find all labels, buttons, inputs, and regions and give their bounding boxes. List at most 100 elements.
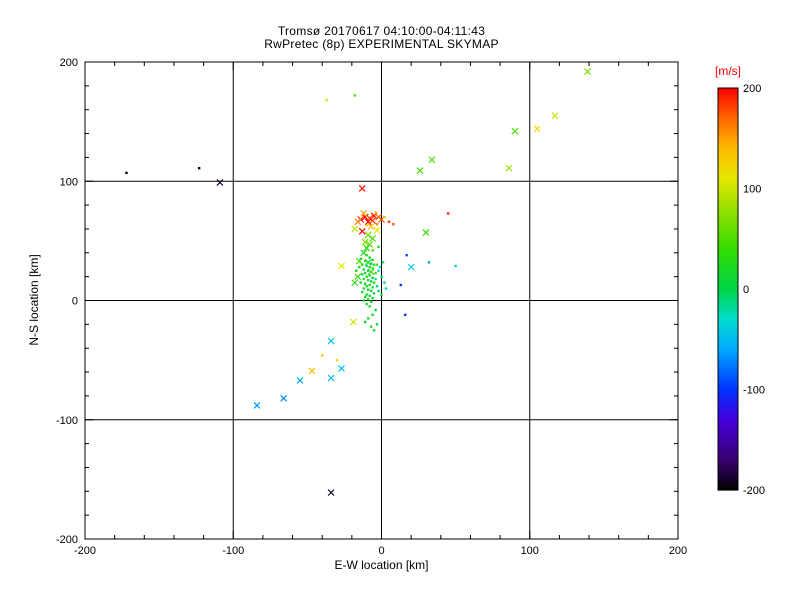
x-tick-label: 100 xyxy=(521,545,539,557)
x-marker xyxy=(428,156,436,164)
dot-marker xyxy=(366,298,370,301)
x-marker xyxy=(363,244,371,252)
x-marker xyxy=(351,279,359,287)
dot-marker xyxy=(372,263,376,266)
gridlines xyxy=(85,62,678,539)
dot-marker xyxy=(372,292,376,295)
dot-marker xyxy=(335,358,339,362)
dot-marker xyxy=(377,269,380,272)
dot-marker xyxy=(361,273,364,276)
dot-marker xyxy=(362,268,365,271)
dot-marker xyxy=(374,211,377,214)
x-marker xyxy=(280,394,288,402)
x-tick-label: -200 xyxy=(74,545,96,557)
dot-marker xyxy=(366,317,370,320)
x-marker xyxy=(367,268,375,276)
dot-marker xyxy=(371,276,374,280)
dot-marker xyxy=(375,323,379,326)
dot-marker xyxy=(362,287,365,290)
colorbar: 200 100 0 -100 -200 xyxy=(717,83,765,497)
x-marker xyxy=(511,127,519,135)
dot-marker xyxy=(380,293,383,296)
dot-marker xyxy=(404,313,407,317)
colorbar-tick-label: 0 xyxy=(743,284,749,296)
dot-marker xyxy=(365,275,368,278)
dot-marker xyxy=(371,286,374,289)
dot-marker xyxy=(383,215,386,219)
tick-labels: -200 -100 0 100 200 -200 -100 0 100 200 xyxy=(56,57,687,557)
x-marker xyxy=(422,229,430,236)
x-marker xyxy=(354,273,362,281)
dot-marker xyxy=(371,258,374,262)
dot-marker xyxy=(375,222,379,226)
dot-marker xyxy=(365,293,368,296)
y-tick-label: 0 xyxy=(72,296,78,308)
x-marker xyxy=(296,376,304,384)
dot-marker xyxy=(368,256,371,259)
dot-marker xyxy=(377,245,380,249)
x-marker xyxy=(369,235,377,242)
x-marker xyxy=(253,402,261,409)
dot-marker xyxy=(365,253,368,257)
dot-marker xyxy=(325,98,328,102)
dot-marker xyxy=(365,224,368,227)
x-marker xyxy=(308,367,316,375)
dot-marker xyxy=(359,257,362,260)
x-marker xyxy=(351,225,359,233)
dot-marker xyxy=(371,249,374,252)
dot-marker xyxy=(362,299,365,302)
x-tick-label: 0 xyxy=(378,545,384,557)
x-marker xyxy=(364,231,372,239)
colorbar-tick-label: 200 xyxy=(743,83,761,95)
dot-marker xyxy=(358,265,361,269)
colorbar-units-label: [m/s] xyxy=(715,64,741,78)
dot-marker xyxy=(361,290,364,294)
dot-marker xyxy=(368,265,371,269)
dot-marker xyxy=(372,281,376,284)
dot-marker xyxy=(454,264,457,268)
dot-marker xyxy=(377,289,380,293)
x-marker xyxy=(216,179,224,186)
x-marker xyxy=(355,257,363,265)
y-tick-label: 100 xyxy=(60,176,78,188)
dot-marker xyxy=(369,262,373,265)
dot-marker xyxy=(361,263,364,266)
axes xyxy=(84,61,679,540)
dot-marker xyxy=(387,220,391,223)
dot-marker xyxy=(378,265,382,269)
dot-marker xyxy=(383,281,386,284)
dot-marker xyxy=(392,222,395,226)
plot-title-line2: RwPretec (8p) EXPERIMENTAL SKYMAP xyxy=(264,37,499,51)
x-marker xyxy=(338,365,345,372)
dot-marker xyxy=(374,308,377,312)
colorbar-tick-label: -100 xyxy=(743,385,765,397)
scatter-points xyxy=(125,68,591,496)
dot-marker xyxy=(363,271,367,275)
dot-marker xyxy=(359,281,362,284)
dot-marker xyxy=(365,284,368,288)
dot-marker xyxy=(384,287,388,290)
x-marker xyxy=(327,489,335,496)
dot-marker xyxy=(197,166,201,170)
x-axis-label: E-W location [km] xyxy=(334,558,429,572)
dot-marker xyxy=(375,284,379,288)
dot-marker xyxy=(369,300,373,303)
dot-marker xyxy=(353,94,357,97)
x-tick-label: 200 xyxy=(669,545,687,557)
dot-marker xyxy=(366,288,370,291)
dot-marker xyxy=(380,275,383,278)
x-marker xyxy=(584,68,591,75)
dot-marker xyxy=(355,269,358,272)
plot-title-line1: Tromsø 20170617 04:10:00-04:11:43 xyxy=(277,24,486,38)
x-marker xyxy=(416,167,424,174)
dot-marker xyxy=(363,320,367,324)
x-marker xyxy=(533,125,541,133)
x-marker xyxy=(327,374,335,382)
dot-marker xyxy=(363,282,367,286)
dot-marker xyxy=(363,259,367,263)
dot-marker xyxy=(125,171,128,175)
dot-marker xyxy=(362,277,365,281)
x-marker xyxy=(407,263,415,271)
x-marker xyxy=(551,112,559,120)
